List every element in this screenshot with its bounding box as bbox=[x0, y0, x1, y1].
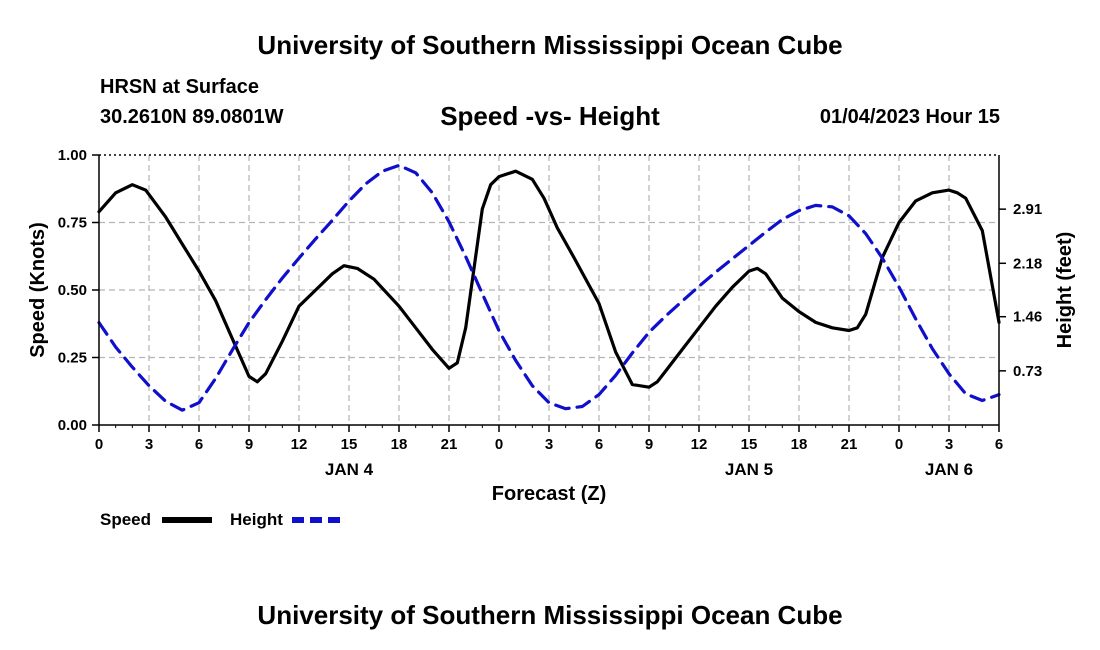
y-tick-label: 0.75 bbox=[58, 215, 87, 232]
x-tick-label: 3 bbox=[545, 436, 553, 453]
y2-tick-label: 2.18 bbox=[1013, 255, 1042, 272]
x-tick-label: 12 bbox=[291, 436, 308, 453]
legend-speed-label: Speed bbox=[100, 510, 151, 529]
x-tick-label: 12 bbox=[691, 436, 708, 453]
y-tick-label: 0.50 bbox=[58, 282, 87, 299]
x-tick-label: 18 bbox=[791, 436, 808, 453]
page-title: University of Southern Mississippi Ocean… bbox=[257, 30, 843, 60]
x-tick-label: 15 bbox=[741, 436, 758, 453]
day-label: JAN 5 bbox=[725, 460, 773, 479]
chart-title: Speed -vs- Height bbox=[440, 101, 660, 131]
x-tick-label: 3 bbox=[945, 436, 953, 453]
footer-title: University of Southern Mississippi Ocean… bbox=[257, 600, 843, 630]
x-tick-label: 0 bbox=[95, 436, 103, 453]
y-axis-title: Speed (Knots) bbox=[27, 222, 49, 358]
y2-tick-label: 1.46 bbox=[1013, 309, 1042, 326]
y2-axis-title: Height (feet) bbox=[1054, 232, 1076, 349]
x-tick-label: 9 bbox=[645, 436, 653, 453]
x-tick-label: 0 bbox=[895, 436, 903, 453]
y2-tick-label: 0.73 bbox=[1013, 363, 1042, 380]
x-axis-title: Forecast (Z) bbox=[492, 483, 606, 505]
y-tick-label: 1.00 bbox=[58, 147, 87, 164]
x-tick-label: 6 bbox=[595, 436, 603, 453]
day-label: JAN 4 bbox=[325, 460, 374, 479]
x-tick-label: 18 bbox=[391, 436, 408, 453]
x-tick-label: 21 bbox=[441, 436, 458, 453]
speed-height-chart: 0 3 6 9 12 15 18 21 0 3 6 9 12 15 18 21 0 3 6 JAN 4 JAN 5 JAN… bbox=[27, 147, 1076, 529]
y-tick-label: 0.00 bbox=[58, 417, 87, 434]
x-tick-label: 6 bbox=[995, 436, 1003, 453]
forecast-datetime: 01/04/2023 Hour 15 bbox=[819, 106, 1000, 128]
station-label: HRSN at Surface bbox=[100, 76, 259, 98]
x-tick-label: 0 bbox=[495, 436, 503, 453]
x-tick-label: 21 bbox=[841, 436, 858, 453]
x-tick-label: 3 bbox=[145, 436, 153, 453]
series-line-height bbox=[97, 163, 1001, 412]
legend: Speed Height bbox=[100, 510, 342, 529]
station-coordinates: 30.2610N 89.0801W bbox=[100, 106, 284, 128]
series-line-speed bbox=[97, 169, 1001, 389]
day-label: JAN 6 bbox=[925, 460, 973, 479]
legend-height-label: Height bbox=[230, 510, 283, 529]
y2-tick-label: 2.91 bbox=[1013, 201, 1042, 218]
x-tick-label: 15 bbox=[341, 436, 358, 453]
x-tick-label: 9 bbox=[245, 436, 253, 453]
y-tick-label: 0.25 bbox=[58, 350, 87, 367]
x-tick-label: 6 bbox=[195, 436, 203, 453]
